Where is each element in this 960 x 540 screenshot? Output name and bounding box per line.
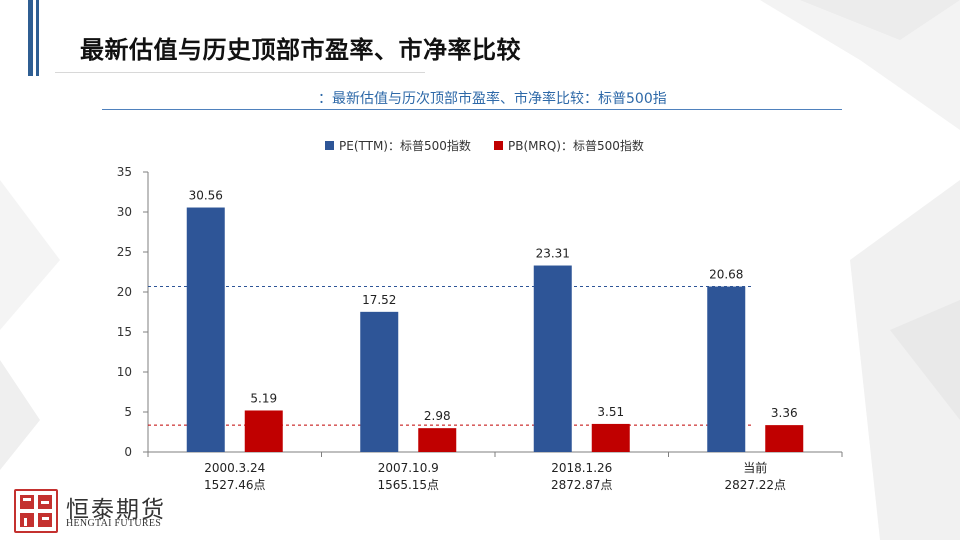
data-label: 3.36	[771, 406, 798, 420]
x-axis-labels: 2000.3.24 1527.46点 2007.10.9 1565.15点 2018.1…	[204, 460, 786, 492]
seal-icon	[14, 489, 58, 533]
title-accent-bars	[28, 0, 42, 76]
x-category-label: 2018.1.26	[551, 461, 612, 475]
data-label: 20.68	[709, 268, 743, 282]
chart-title-divider	[102, 109, 842, 110]
x-category-sublabel: 1527.46点	[204, 478, 266, 492]
data-label: 30.56	[189, 189, 223, 203]
bar	[360, 311, 399, 452]
legend-swatch-pb	[494, 141, 503, 150]
data-label: 2.98	[424, 409, 451, 423]
logo-name: 恒泰期货	[66, 497, 166, 523]
bars	[186, 207, 804, 452]
x-category-sublabel: 2827.22点	[724, 478, 786, 492]
bar	[186, 207, 225, 452]
bar	[418, 428, 457, 452]
y-tick-label: 5	[124, 405, 132, 419]
data-label: 5.19	[250, 391, 277, 405]
data-label: 17.52	[362, 293, 396, 307]
x-category-label: 当前	[743, 460, 767, 475]
legend-swatch-pe	[325, 141, 334, 150]
x-category-sublabel: 2872.87点	[551, 478, 613, 492]
logo-english: HENGTAI FUTURES	[66, 518, 162, 529]
bar	[707, 286, 746, 452]
data-label: 3.51	[597, 405, 624, 419]
slide-title: 最新估值与历史顶部市盈率、市净率比较	[80, 36, 521, 64]
y-tick-label: 15	[117, 325, 132, 339]
y-tick-label: 10	[117, 365, 132, 379]
y-tick-label: 35	[117, 165, 132, 179]
bar	[765, 425, 804, 452]
company-logo: 恒泰期货 HENGTAI FUTURES	[14, 489, 204, 534]
chart-title: ：最新估值与历次顶部市盈率、市净率比较：标普500指	[318, 91, 667, 107]
y-tick-label: 20	[117, 285, 132, 299]
x-category-sublabel: 1565.15点	[377, 478, 439, 492]
bar	[591, 423, 630, 452]
data-labels: 30.56 5.19 17.52 2.98 23.31 3.51 20.68 3.36	[189, 189, 798, 424]
legend: PE(TTM)：标普500指数 PB(MRQ)：标普500指数	[325, 138, 644, 153]
legend-label-pb: PB(MRQ)：标普500指数	[508, 138, 644, 153]
data-label: 23.31	[536, 247, 570, 261]
bar	[244, 410, 283, 452]
y-tick-label: 30	[117, 205, 132, 219]
bar	[533, 265, 572, 452]
x-category-label: 2000.3.24	[204, 461, 265, 475]
title-divider	[55, 72, 425, 73]
x-category-label: 2007.10.9	[378, 461, 439, 475]
y-tick-label: 0	[124, 445, 132, 459]
y-tick-label: 25	[117, 245, 132, 259]
reference-lines	[148, 286, 752, 426]
legend-label-pe: PE(TTM)：标普500指数	[339, 138, 471, 153]
